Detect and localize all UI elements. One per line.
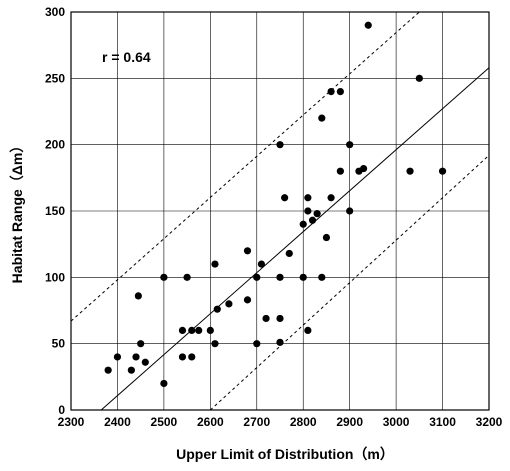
data-point <box>127 366 135 374</box>
data-point <box>299 220 307 228</box>
x-tick-label: 2400 <box>104 415 131 429</box>
data-point <box>132 353 140 361</box>
data-point <box>134 292 142 300</box>
data-point <box>327 194 335 202</box>
data-point <box>336 88 344 96</box>
data-point <box>304 326 312 334</box>
data-point <box>364 21 372 29</box>
data-point <box>188 353 196 361</box>
x-tick-label: 2800 <box>290 415 317 429</box>
data-point <box>346 141 354 149</box>
grid <box>70 11 490 411</box>
data-point <box>188 326 196 334</box>
x-tick-label: 2500 <box>151 415 178 429</box>
y-tick-label: 250 <box>45 71 65 85</box>
data-point <box>195 326 203 334</box>
data-point <box>285 249 293 258</box>
data-point <box>360 164 368 173</box>
data-point <box>276 141 284 149</box>
data-point <box>304 194 312 202</box>
data-point <box>206 326 214 334</box>
data-point <box>253 273 261 281</box>
x-tick-label: 3200 <box>476 415 503 429</box>
x-tick-label: 2600 <box>197 415 224 429</box>
data-point <box>276 273 284 281</box>
data-point <box>438 167 447 175</box>
y-tick-label: 200 <box>45 138 65 152</box>
data-point <box>178 326 187 334</box>
data-point <box>257 260 266 268</box>
data-point <box>211 260 219 268</box>
data-point <box>327 88 335 96</box>
x-axis-title: Upper Limit of Distribution（m） <box>176 446 394 462</box>
data-point <box>281 194 289 202</box>
data-point <box>243 296 252 304</box>
data-point <box>183 273 191 281</box>
data-point <box>346 207 354 215</box>
data-points <box>104 21 447 388</box>
x-tick-label: 3000 <box>383 415 410 429</box>
data-point <box>243 247 252 255</box>
y-tick-label: 300 <box>45 5 65 19</box>
data-point <box>276 314 284 323</box>
data-point <box>211 340 219 348</box>
lower-bound-line <box>209 154 490 411</box>
data-point <box>160 273 168 281</box>
data-point <box>276 338 284 346</box>
data-point <box>104 366 112 374</box>
x-tick-label: 3100 <box>429 415 456 429</box>
data-point <box>318 114 326 122</box>
correlation-annotation: r = 0.64 <box>102 49 151 65</box>
regression-line <box>100 67 490 411</box>
data-point <box>406 167 414 175</box>
y-axis-title: Habitat Range（Δm） <box>9 139 25 284</box>
data-point <box>304 207 312 215</box>
data-point <box>113 353 122 361</box>
data-point <box>313 210 321 218</box>
data-point <box>336 167 344 175</box>
data-point <box>253 340 261 348</box>
data-point <box>141 358 149 366</box>
data-point <box>308 216 317 224</box>
data-point <box>299 273 307 281</box>
fit-lines <box>70 11 490 411</box>
y-tick-label: 100 <box>45 270 65 284</box>
x-tick-labels: 2300 2400 2500 2600 2700 2800 2900 3000 3100 3200 <box>58 415 503 429</box>
y-tick-labels: 0 50 100 150 200 250 300 <box>45 5 65 417</box>
data-point <box>225 300 233 308</box>
y-tick-label: 150 <box>45 204 65 218</box>
y-tick-label: 50 <box>52 337 66 351</box>
x-tick-label: 2700 <box>243 415 270 429</box>
data-point <box>322 233 331 242</box>
y-tick-label: 0 <box>58 403 65 417</box>
data-point <box>318 273 326 281</box>
plot-frame <box>70 11 490 411</box>
data-point <box>415 74 423 82</box>
x-tick-label: 2900 <box>336 415 363 429</box>
data-point <box>178 353 187 361</box>
data-point <box>160 379 168 388</box>
data-point <box>213 305 221 313</box>
x-tick-label: 2300 <box>58 415 85 429</box>
data-point <box>137 340 145 348</box>
data-point <box>262 314 270 323</box>
